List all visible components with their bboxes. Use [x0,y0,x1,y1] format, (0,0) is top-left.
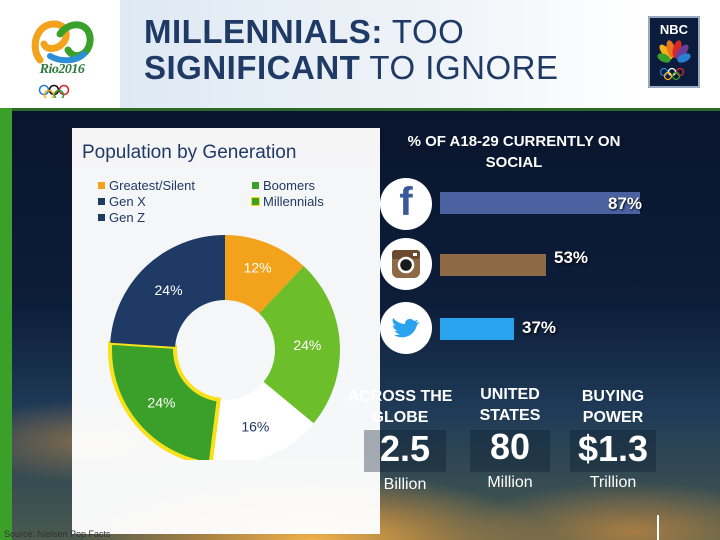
legend-swatch [252,182,259,189]
title-bold-1: MILLENNIALS: [144,13,383,50]
stat-box-us [470,430,550,472]
stat-unit-globe: Billion [383,476,427,493]
donut-slice-greatest-silent [225,235,304,314]
donut-slice-millennials [108,340,221,467]
stat-value-us: 80 [489,426,531,467]
stat-unit-us: Million [487,474,533,491]
legend-swatch [98,198,105,205]
rio-logo-text: Rio2016 [39,62,85,77]
twitter-icon [380,302,432,354]
social-bar-instagram [440,254,546,276]
social-chart-title: % OF A18-29 CURRENTLY ON SOCIAL [407,133,621,171]
header-gradient [120,0,640,108]
legend-label: Gen X [109,194,146,209]
facebook-glyph: f [399,180,413,224]
social-bar-value: 37% [522,318,557,337]
instagram-glyph [392,250,420,278]
stat-value-globe: 2.5 [379,428,431,469]
divider-line [657,515,659,540]
rio-2016-logo [31,20,94,98]
stat-value-buying-power: $1.3 [577,428,649,469]
nbc-logo-text: NBC [659,22,689,37]
page-title: MILLENNIALS: TOO SIGNIFICANT TO IGNORE [144,14,558,86]
legend-label: Greatest/Silent [109,178,195,193]
title-bold-2: SIGNIFICANT [144,49,361,86]
legend-swatch [251,197,260,206]
twitter-glyph [392,318,420,338]
stat-heading-globe: ACROSS THE GLOBE [347,388,453,426]
legend-item-gen-z: Gen Z [98,210,145,225]
donut-label: 24% [155,282,183,298]
header: Rio2016 MILLENNIALS: TOO SIGNIFICANT TO … [0,0,720,108]
legend-label: Millennials [263,194,324,209]
donut-slice-boomers [259,266,340,424]
stat-heading-buying-power: BUYING POWER [581,388,645,426]
legend-item-millennials: Millennials [251,194,324,209]
legend-label: Boomers [263,178,316,193]
legend-swatch [98,214,105,221]
stat-unit-buying-power: Trillion [589,474,637,491]
stat-box-buying-power [570,430,656,472]
legend-label: Gen Z [109,210,146,225]
social-bar-twitter [440,318,514,340]
social-bar-value: 53% [554,248,589,267]
stat-box-globe [364,430,446,472]
donut-slice-gen-z [210,381,314,465]
population-chart-title: Population by Generation [82,142,297,163]
left-accent-bar [0,108,12,540]
legend-item-boomers: Boomers [252,178,315,193]
legend-item-greatest-silent: Greatest/Silent [98,178,195,193]
source-note: Source: Nielsen Pop Facts [4,529,111,539]
legend-item-gen-x: Gen X [98,194,146,209]
stat-heading-us: UNITED STATES [479,386,541,424]
header-divider [12,108,720,111]
donut-svg: 12% 24% 16% 24% 24% [108,235,340,467]
legend-swatch [98,182,105,189]
title-rest-1: TOO [382,13,465,50]
facebook-icon: f [380,178,432,230]
donut-label: 16% [241,419,269,435]
donut-label: 24% [293,337,321,353]
social-bar-facebook [440,192,640,214]
donut-label: 12% [244,260,272,276]
nbc-peacock-icon [657,40,691,81]
social-bar-value: 87% [608,194,643,213]
nbc-logo: NBC [648,16,700,88]
donut-label: 24% [147,395,175,411]
title-rest-2: TO IGNORE [360,49,559,86]
population-donut-chart: 12% 24% 16% 24% 24% [100,230,380,467]
instagram-icon [380,238,432,290]
donut-slice-gen-x [110,235,225,347]
